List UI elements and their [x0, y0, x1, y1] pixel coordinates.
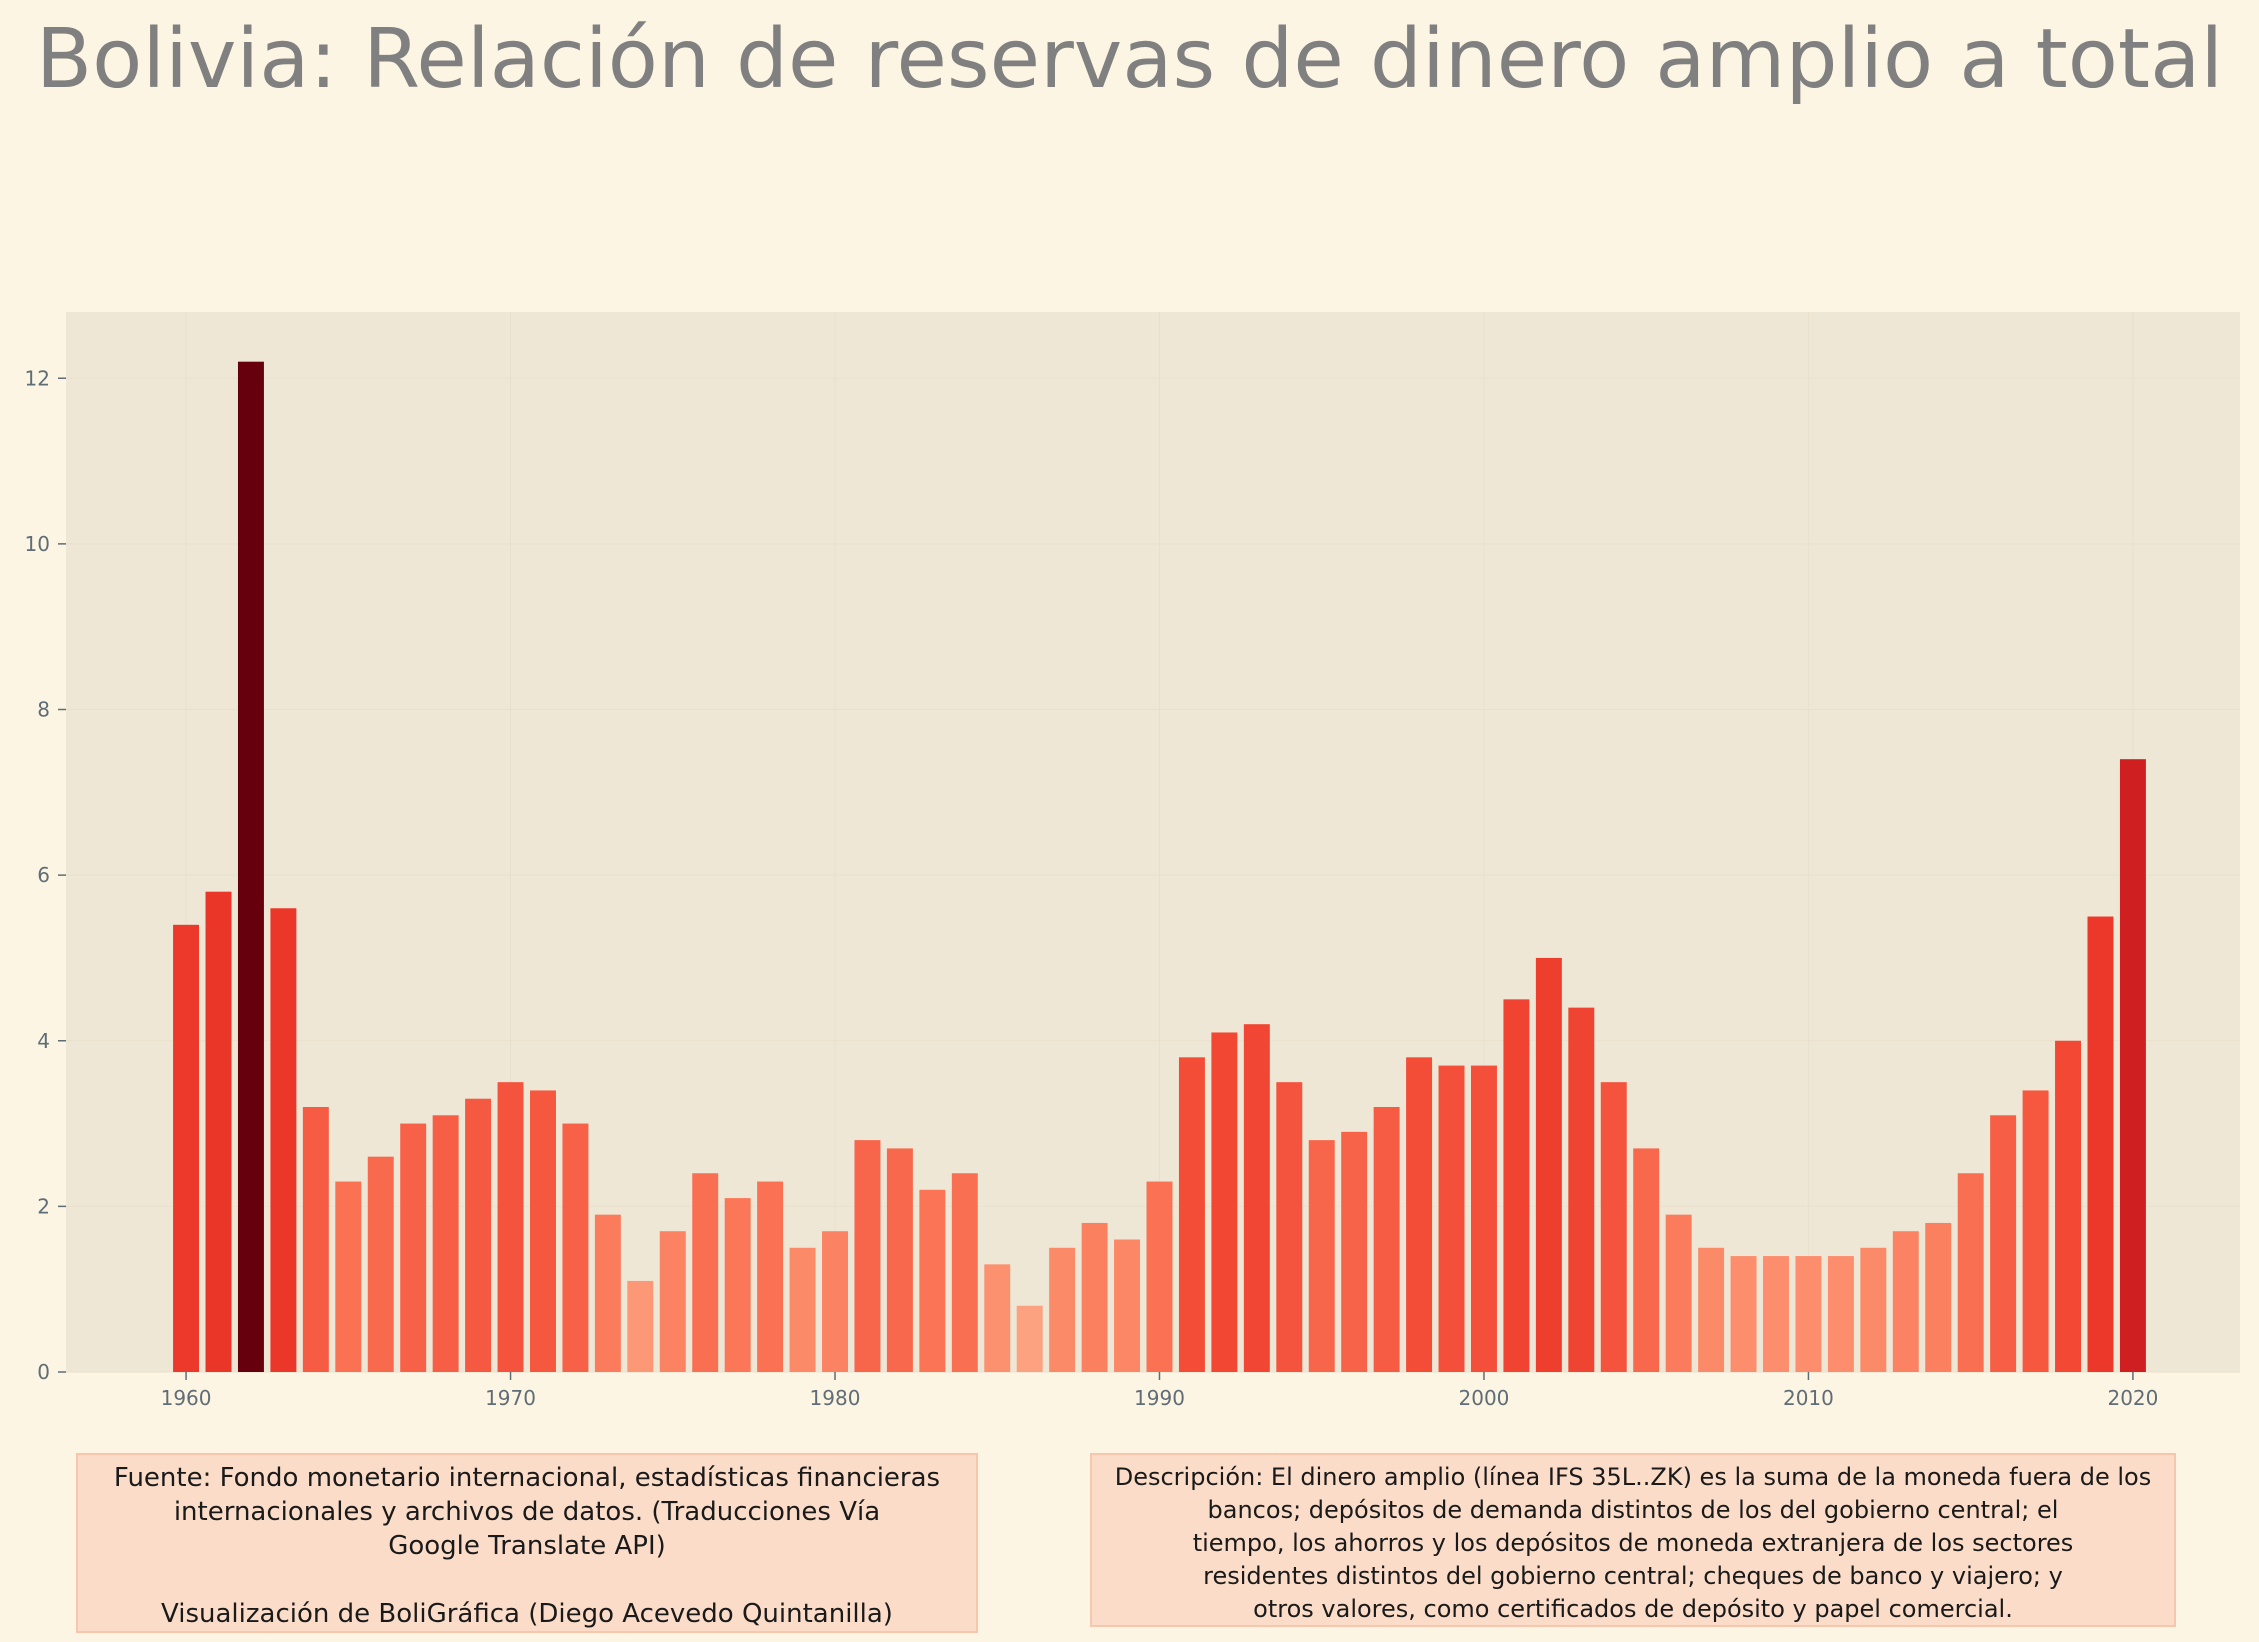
- y-tick-label: 2: [37, 1194, 50, 1218]
- y-tick-label: 12: [25, 366, 50, 390]
- bar: [757, 1181, 784, 1372]
- bar: [1860, 1247, 1887, 1372]
- bar: [724, 1198, 751, 1372]
- bar: [1016, 1305, 1043, 1372]
- bar: [1146, 1181, 1173, 1372]
- bar: [919, 1189, 946, 1372]
- bar: [1990, 1115, 2017, 1372]
- bar: [302, 1107, 329, 1372]
- bar: [854, 1140, 881, 1372]
- bar: [1243, 1024, 1270, 1372]
- description-note: Descripción: El dinero amplio (línea IFS…: [1090, 1453, 2176, 1627]
- bar: [2119, 759, 2146, 1372]
- y-tick-label: 0: [37, 1360, 50, 1384]
- y-axis: 0 2 4 6 8 10 12: [25, 366, 66, 1384]
- bar: [497, 1082, 524, 1372]
- bar: [530, 1090, 556, 1372]
- bar: [173, 924, 200, 1372]
- bar: [2022, 1090, 2049, 1372]
- bar: [1633, 1148, 1660, 1372]
- bar: [627, 1280, 654, 1372]
- y-tick-label: 6: [37, 863, 50, 887]
- bar: [562, 1123, 589, 1372]
- bar: [2055, 1040, 2082, 1372]
- bar-chart: 0 2 4 6 8 10 12 1960 1970 1980 1990 2000 2010 2020: [25, 312, 2240, 1410]
- bar: [1470, 1065, 1497, 1372]
- bar: [1114, 1239, 1141, 1372]
- source-note: Fuente: Fondo monetario internacional, e…: [76, 1453, 978, 1633]
- bar: [886, 1148, 913, 1372]
- bar: [692, 1173, 719, 1372]
- bar: [1892, 1231, 1919, 1372]
- bar: [1698, 1247, 1725, 1372]
- chart-title: Bolivia: Relación de reservas de dinero …: [35, 12, 2224, 107]
- x-tick-label: 1990: [1134, 1386, 1185, 1410]
- bar: [1081, 1222, 1108, 1372]
- bar: [1763, 1256, 1789, 1372]
- bar: [400, 1123, 427, 1372]
- bar: [237, 361, 264, 1372]
- bar: [1568, 1007, 1595, 1372]
- y-tick-label: 10: [25, 532, 50, 556]
- x-tick-label: 1970: [485, 1386, 536, 1410]
- bar: [1406, 1057, 1433, 1372]
- x-tick-label: 2020: [2107, 1386, 2158, 1410]
- bar: [1600, 1082, 1627, 1372]
- x-tick-label: 2000: [1459, 1386, 1510, 1410]
- bar: [822, 1231, 848, 1372]
- bar: [1049, 1247, 1076, 1372]
- x-tick-label: 1960: [161, 1386, 212, 1410]
- bar: [1341, 1131, 1368, 1372]
- bar: [335, 1181, 362, 1372]
- bar: [1827, 1256, 1854, 1372]
- bar: [1178, 1057, 1205, 1372]
- bar: [984, 1264, 1011, 1372]
- bar: [1308, 1140, 1335, 1372]
- bar: [1276, 1082, 1303, 1372]
- bar: [594, 1214, 621, 1372]
- bars-group: [173, 361, 2146, 1372]
- x-tick-label: 2010: [1783, 1386, 1834, 1410]
- bar: [367, 1156, 394, 1372]
- bar: [659, 1231, 686, 1372]
- bar: [270, 908, 297, 1372]
- bar: [1373, 1107, 1400, 1372]
- bar: [1503, 999, 1530, 1372]
- bar: [1925, 1222, 1952, 1372]
- bar: [2087, 916, 2114, 1372]
- bar: [1535, 957, 1562, 1372]
- bar: [432, 1115, 459, 1372]
- bar: [205, 891, 232, 1372]
- bar: [1665, 1214, 1692, 1372]
- bar: [1730, 1256, 1757, 1372]
- y-tick-label: 8: [37, 698, 50, 722]
- bar: [951, 1173, 978, 1372]
- bar: [1795, 1256, 1822, 1372]
- bar: [789, 1247, 816, 1372]
- bar: [465, 1098, 492, 1372]
- bar: [1211, 1032, 1238, 1372]
- y-tick-label: 4: [37, 1029, 50, 1053]
- bar: [1957, 1173, 1984, 1372]
- x-axis: 1960 1970 1980 1990 2000 2010 2020: [161, 1372, 2158, 1410]
- bar: [1438, 1065, 1465, 1372]
- x-tick-label: 1980: [810, 1386, 861, 1410]
